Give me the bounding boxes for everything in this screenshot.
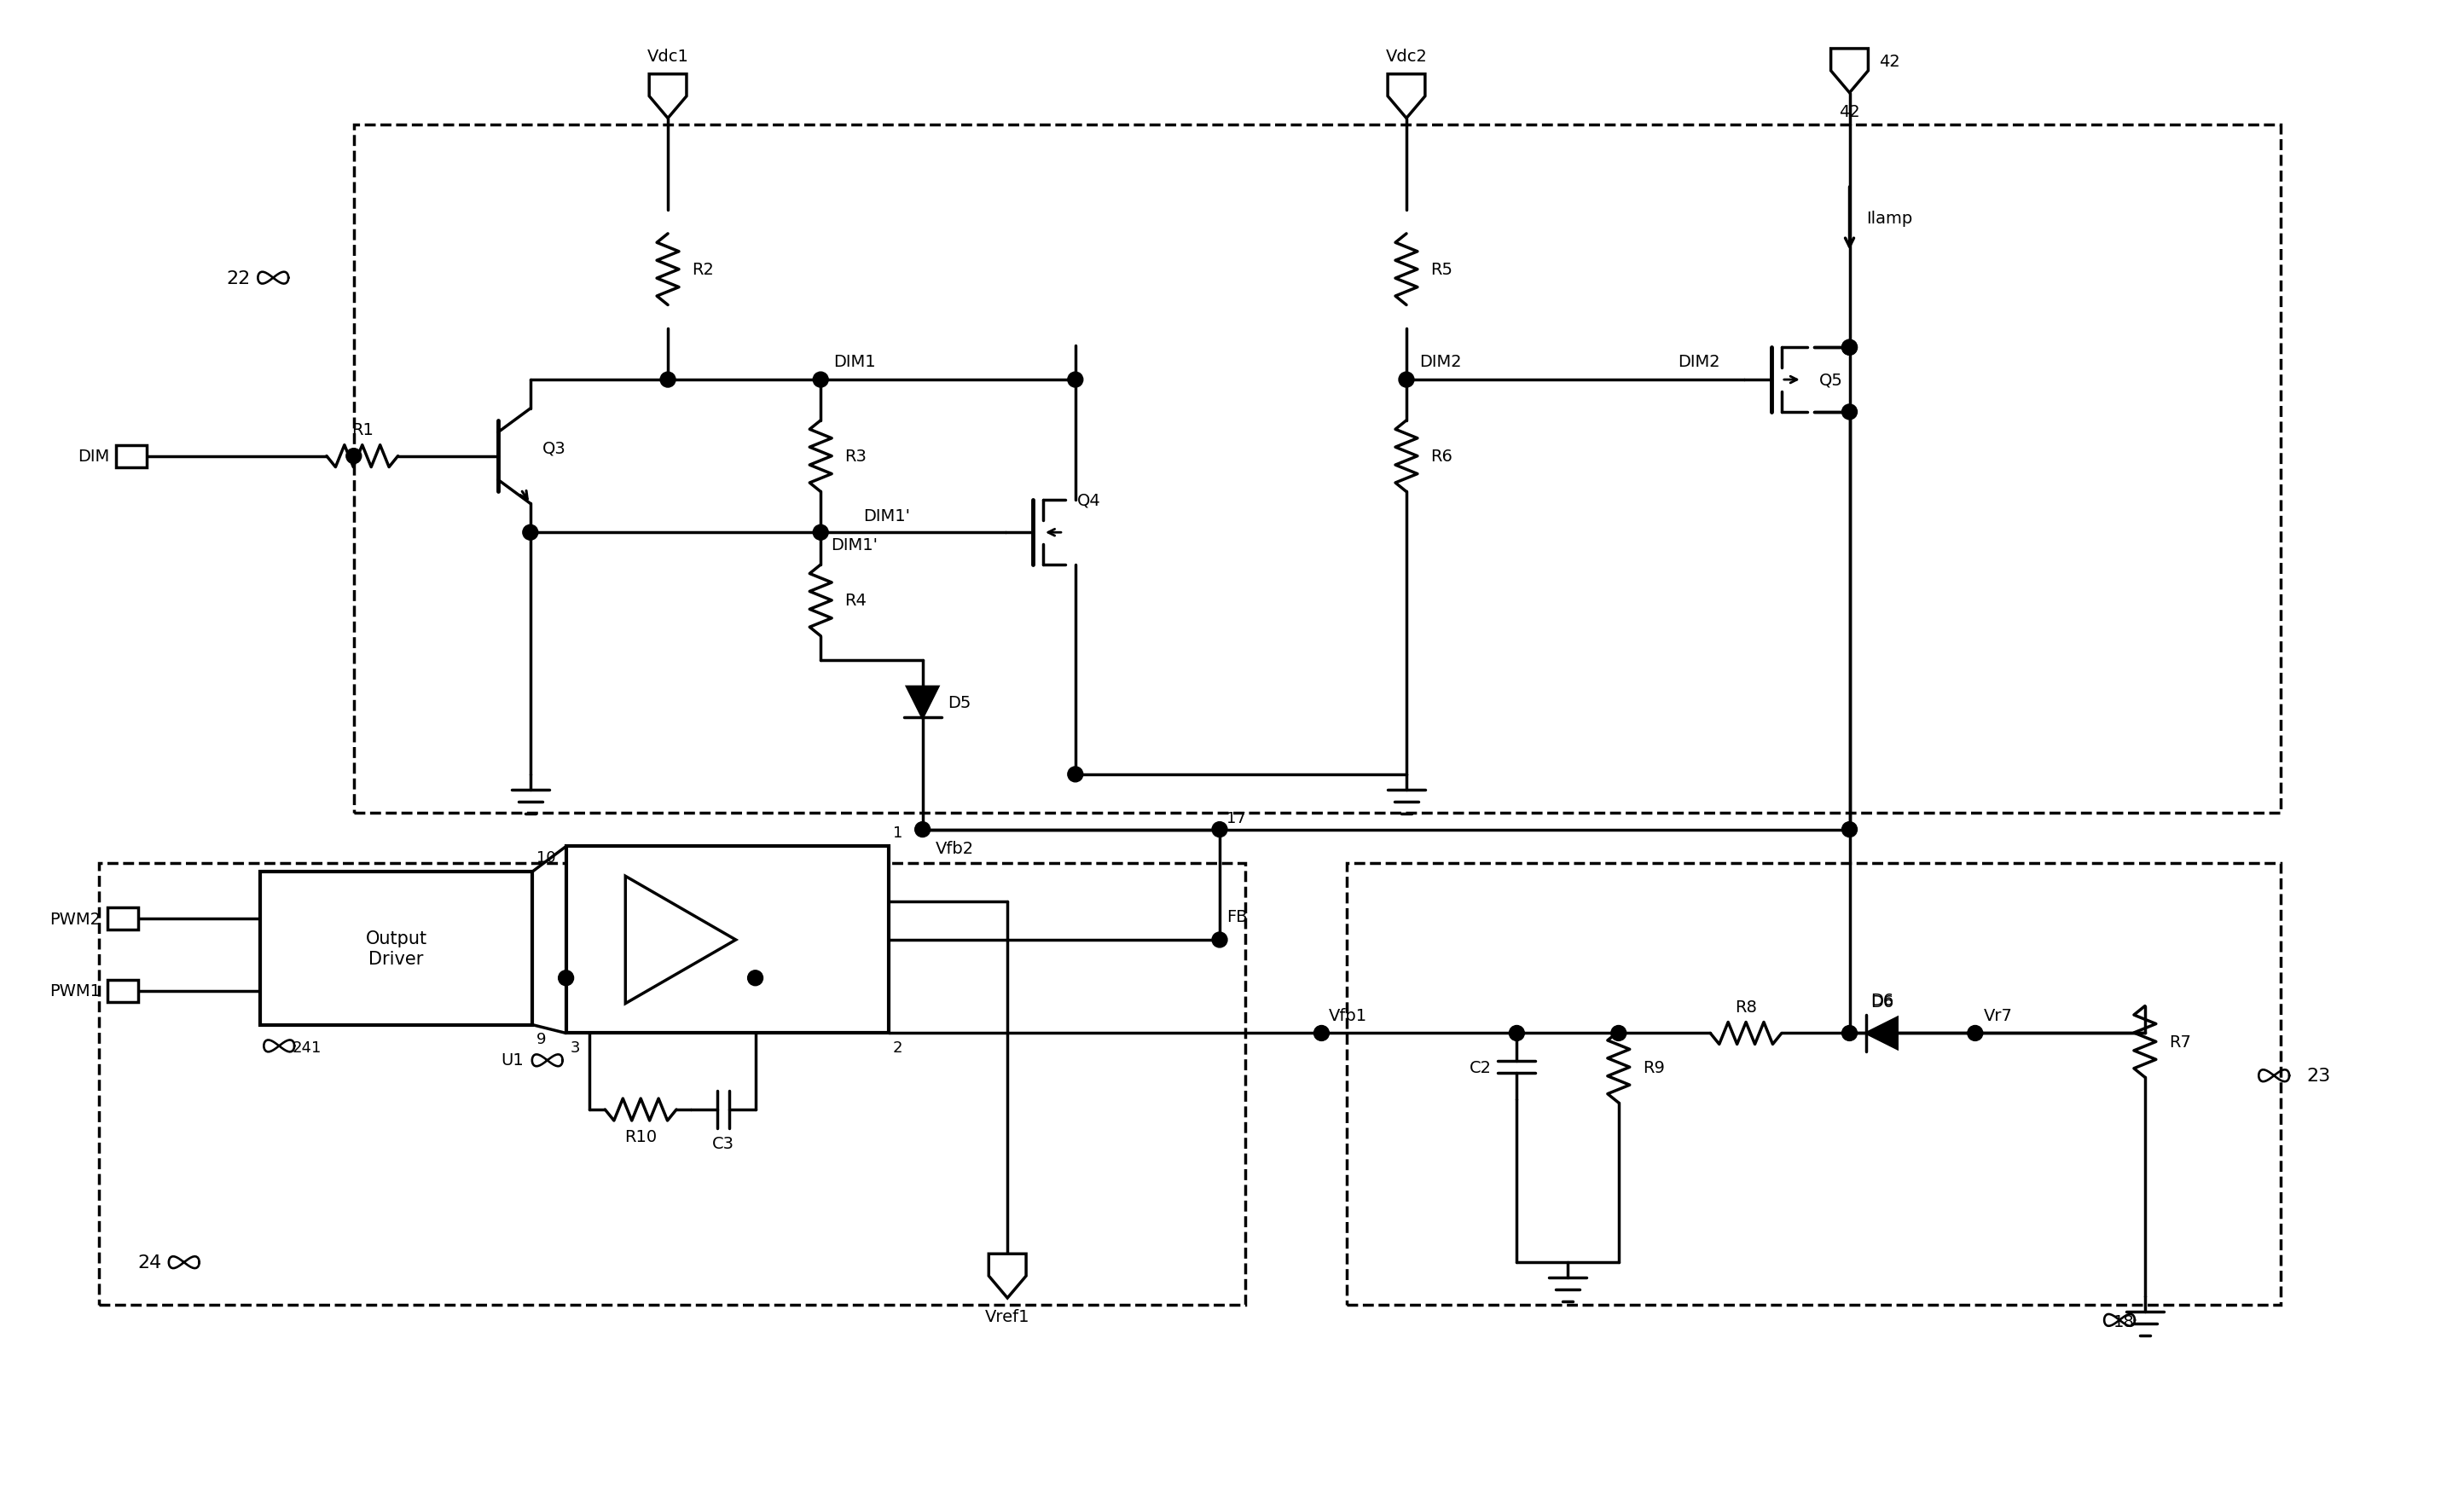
Circle shape [522, 525, 537, 540]
Text: D6: D6 [1870, 992, 1894, 1009]
Circle shape [659, 372, 676, 389]
Polygon shape [908, 688, 937, 718]
Text: Vref1: Vref1 [986, 1308, 1030, 1325]
Text: D6: D6 [1870, 993, 1894, 1010]
Text: Vdc2: Vdc2 [1386, 48, 1428, 65]
Polygon shape [1831, 50, 1867, 94]
Circle shape [813, 372, 827, 389]
Text: R8: R8 [1736, 998, 1758, 1015]
Circle shape [1213, 823, 1228, 838]
Polygon shape [649, 74, 686, 119]
Text: R2: R2 [691, 262, 713, 278]
Text: 2: 2 [893, 1040, 903, 1055]
Circle shape [1509, 1025, 1523, 1042]
Bar [107, 907, 139, 930]
Text: Vfb1: Vfb1 [1328, 1007, 1367, 1024]
Text: DIM1': DIM1' [830, 537, 879, 553]
Text: DIM2: DIM2 [1418, 354, 1462, 370]
Polygon shape [625, 877, 735, 1004]
Circle shape [1843, 1025, 1858, 1042]
Bar [107, 980, 139, 1002]
Circle shape [347, 449, 361, 464]
Text: 42: 42 [1838, 104, 1860, 119]
Circle shape [1843, 823, 1858, 838]
Text: 23: 23 [2307, 1067, 2331, 1084]
Circle shape [1399, 372, 1413, 389]
Text: PWM2: PWM2 [49, 910, 100, 927]
Bar [100, 863, 1245, 1305]
Text: 9: 9 [537, 1031, 547, 1046]
Text: R1: R1 [352, 422, 373, 438]
Text: Q5: Q5 [1819, 372, 1843, 389]
Text: 3: 3 [571, 1040, 581, 1055]
Text: DIM2: DIM2 [1677, 354, 1721, 370]
Text: 42: 42 [1880, 53, 1902, 70]
Circle shape [1843, 340, 1858, 355]
Circle shape [1967, 1025, 1982, 1042]
Text: 241: 241 [293, 1040, 322, 1055]
Text: R3: R3 [845, 449, 867, 464]
Bar [354, 125, 2280, 813]
Polygon shape [1389, 74, 1426, 119]
Bar [117, 446, 146, 467]
Text: +: + [635, 897, 647, 912]
Circle shape [1213, 933, 1228, 948]
Text: R7: R7 [2168, 1034, 2190, 1049]
Text: R6: R6 [1430, 449, 1452, 464]
Text: Vfb2: Vfb2 [935, 841, 974, 856]
Text: R5: R5 [1430, 262, 1452, 278]
Text: DIM1: DIM1 [832, 354, 876, 370]
Text: D5: D5 [947, 694, 972, 711]
Text: 1: 1 [893, 824, 903, 841]
Text: R4: R4 [845, 593, 867, 609]
Text: R10: R10 [625, 1128, 657, 1145]
Polygon shape [989, 1253, 1025, 1299]
Text: Ilamp: Ilamp [1867, 212, 1914, 227]
Circle shape [1313, 1025, 1330, 1042]
Circle shape [1843, 340, 1858, 355]
Text: Q3: Q3 [542, 440, 566, 457]
Circle shape [559, 971, 574, 986]
Circle shape [1067, 767, 1084, 782]
Circle shape [1611, 1025, 1626, 1042]
Text: C2: C2 [1469, 1060, 1491, 1075]
Text: Output
Driver: Output Driver [366, 930, 427, 968]
Circle shape [747, 971, 764, 986]
Text: 22: 22 [227, 269, 251, 287]
Circle shape [813, 525, 827, 540]
Bar [566, 847, 889, 1033]
Text: FB: FB [1225, 909, 1247, 925]
Text: DIM: DIM [78, 449, 110, 464]
Text: EA1: EA1 [640, 900, 671, 916]
Bar [261, 872, 532, 1025]
Polygon shape [1867, 1018, 1897, 1049]
Text: 10: 10 [537, 850, 557, 865]
Text: −: − [635, 968, 647, 983]
Text: 17: 17 [1225, 810, 1245, 826]
Text: PWM1: PWM1 [49, 983, 100, 999]
Text: Vdc1: Vdc1 [647, 48, 688, 65]
Text: DIM1': DIM1' [864, 508, 910, 525]
Text: R9: R9 [1643, 1060, 1665, 1075]
Circle shape [1843, 405, 1858, 420]
Text: C3: C3 [713, 1136, 735, 1151]
Text: U1: U1 [500, 1052, 522, 1069]
Text: 18: 18 [2114, 1314, 2136, 1329]
Text: Q4: Q4 [1076, 493, 1101, 508]
Text: Vr7: Vr7 [1985, 1007, 2011, 1024]
Bar [1347, 863, 2280, 1305]
Circle shape [1067, 372, 1084, 389]
Circle shape [915, 823, 930, 838]
Text: 24: 24 [137, 1253, 161, 1272]
